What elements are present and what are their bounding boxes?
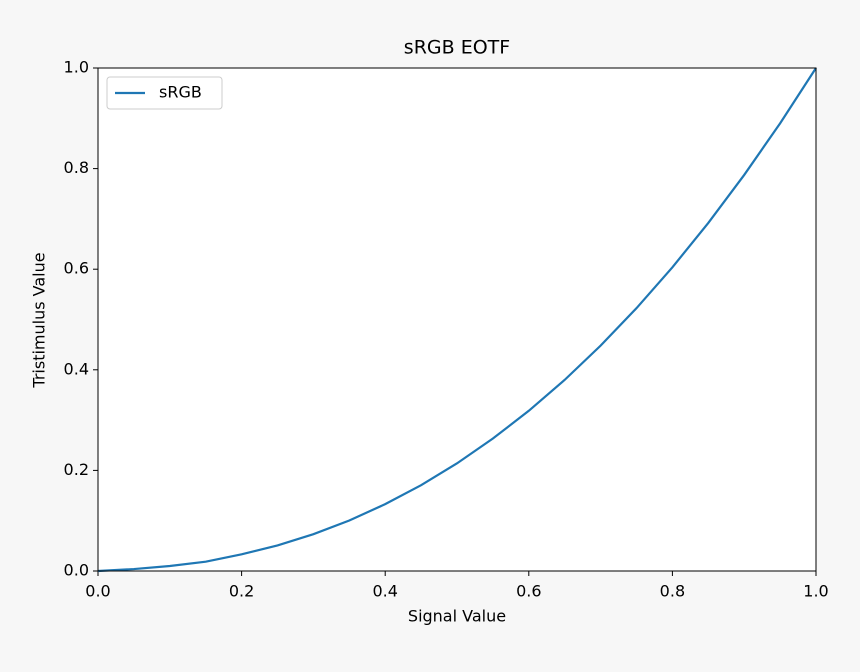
x-axis-label: Signal Value [408,607,506,626]
y-tick-label: 0.8 [64,158,89,177]
y-tick-label: 0.6 [64,259,89,278]
x-tick-label: 0.0 [85,582,110,601]
plot-frame [97,67,817,572]
y-tick-label: 0.4 [64,359,89,378]
y-axis-label: Tristimulus Value [30,252,49,388]
plot-area [98,68,816,571]
y-tick-label: 1.0 [64,58,89,77]
y-tick-label: 0.0 [64,561,89,580]
y-tick-label: 0.2 [64,460,89,479]
chart-title: sRGB EOTF [404,37,510,59]
x-tick-label: 0.2 [229,582,254,601]
legend-box [106,76,223,110]
legend-label: sRGB [159,83,202,102]
x-tick-label: 0.8 [660,582,685,601]
data-line [97,67,817,573]
x-tick-label: 1.0 [803,582,828,601]
x-tick-label: 0.6 [516,582,541,601]
x-tick-label: 0.4 [372,582,397,601]
